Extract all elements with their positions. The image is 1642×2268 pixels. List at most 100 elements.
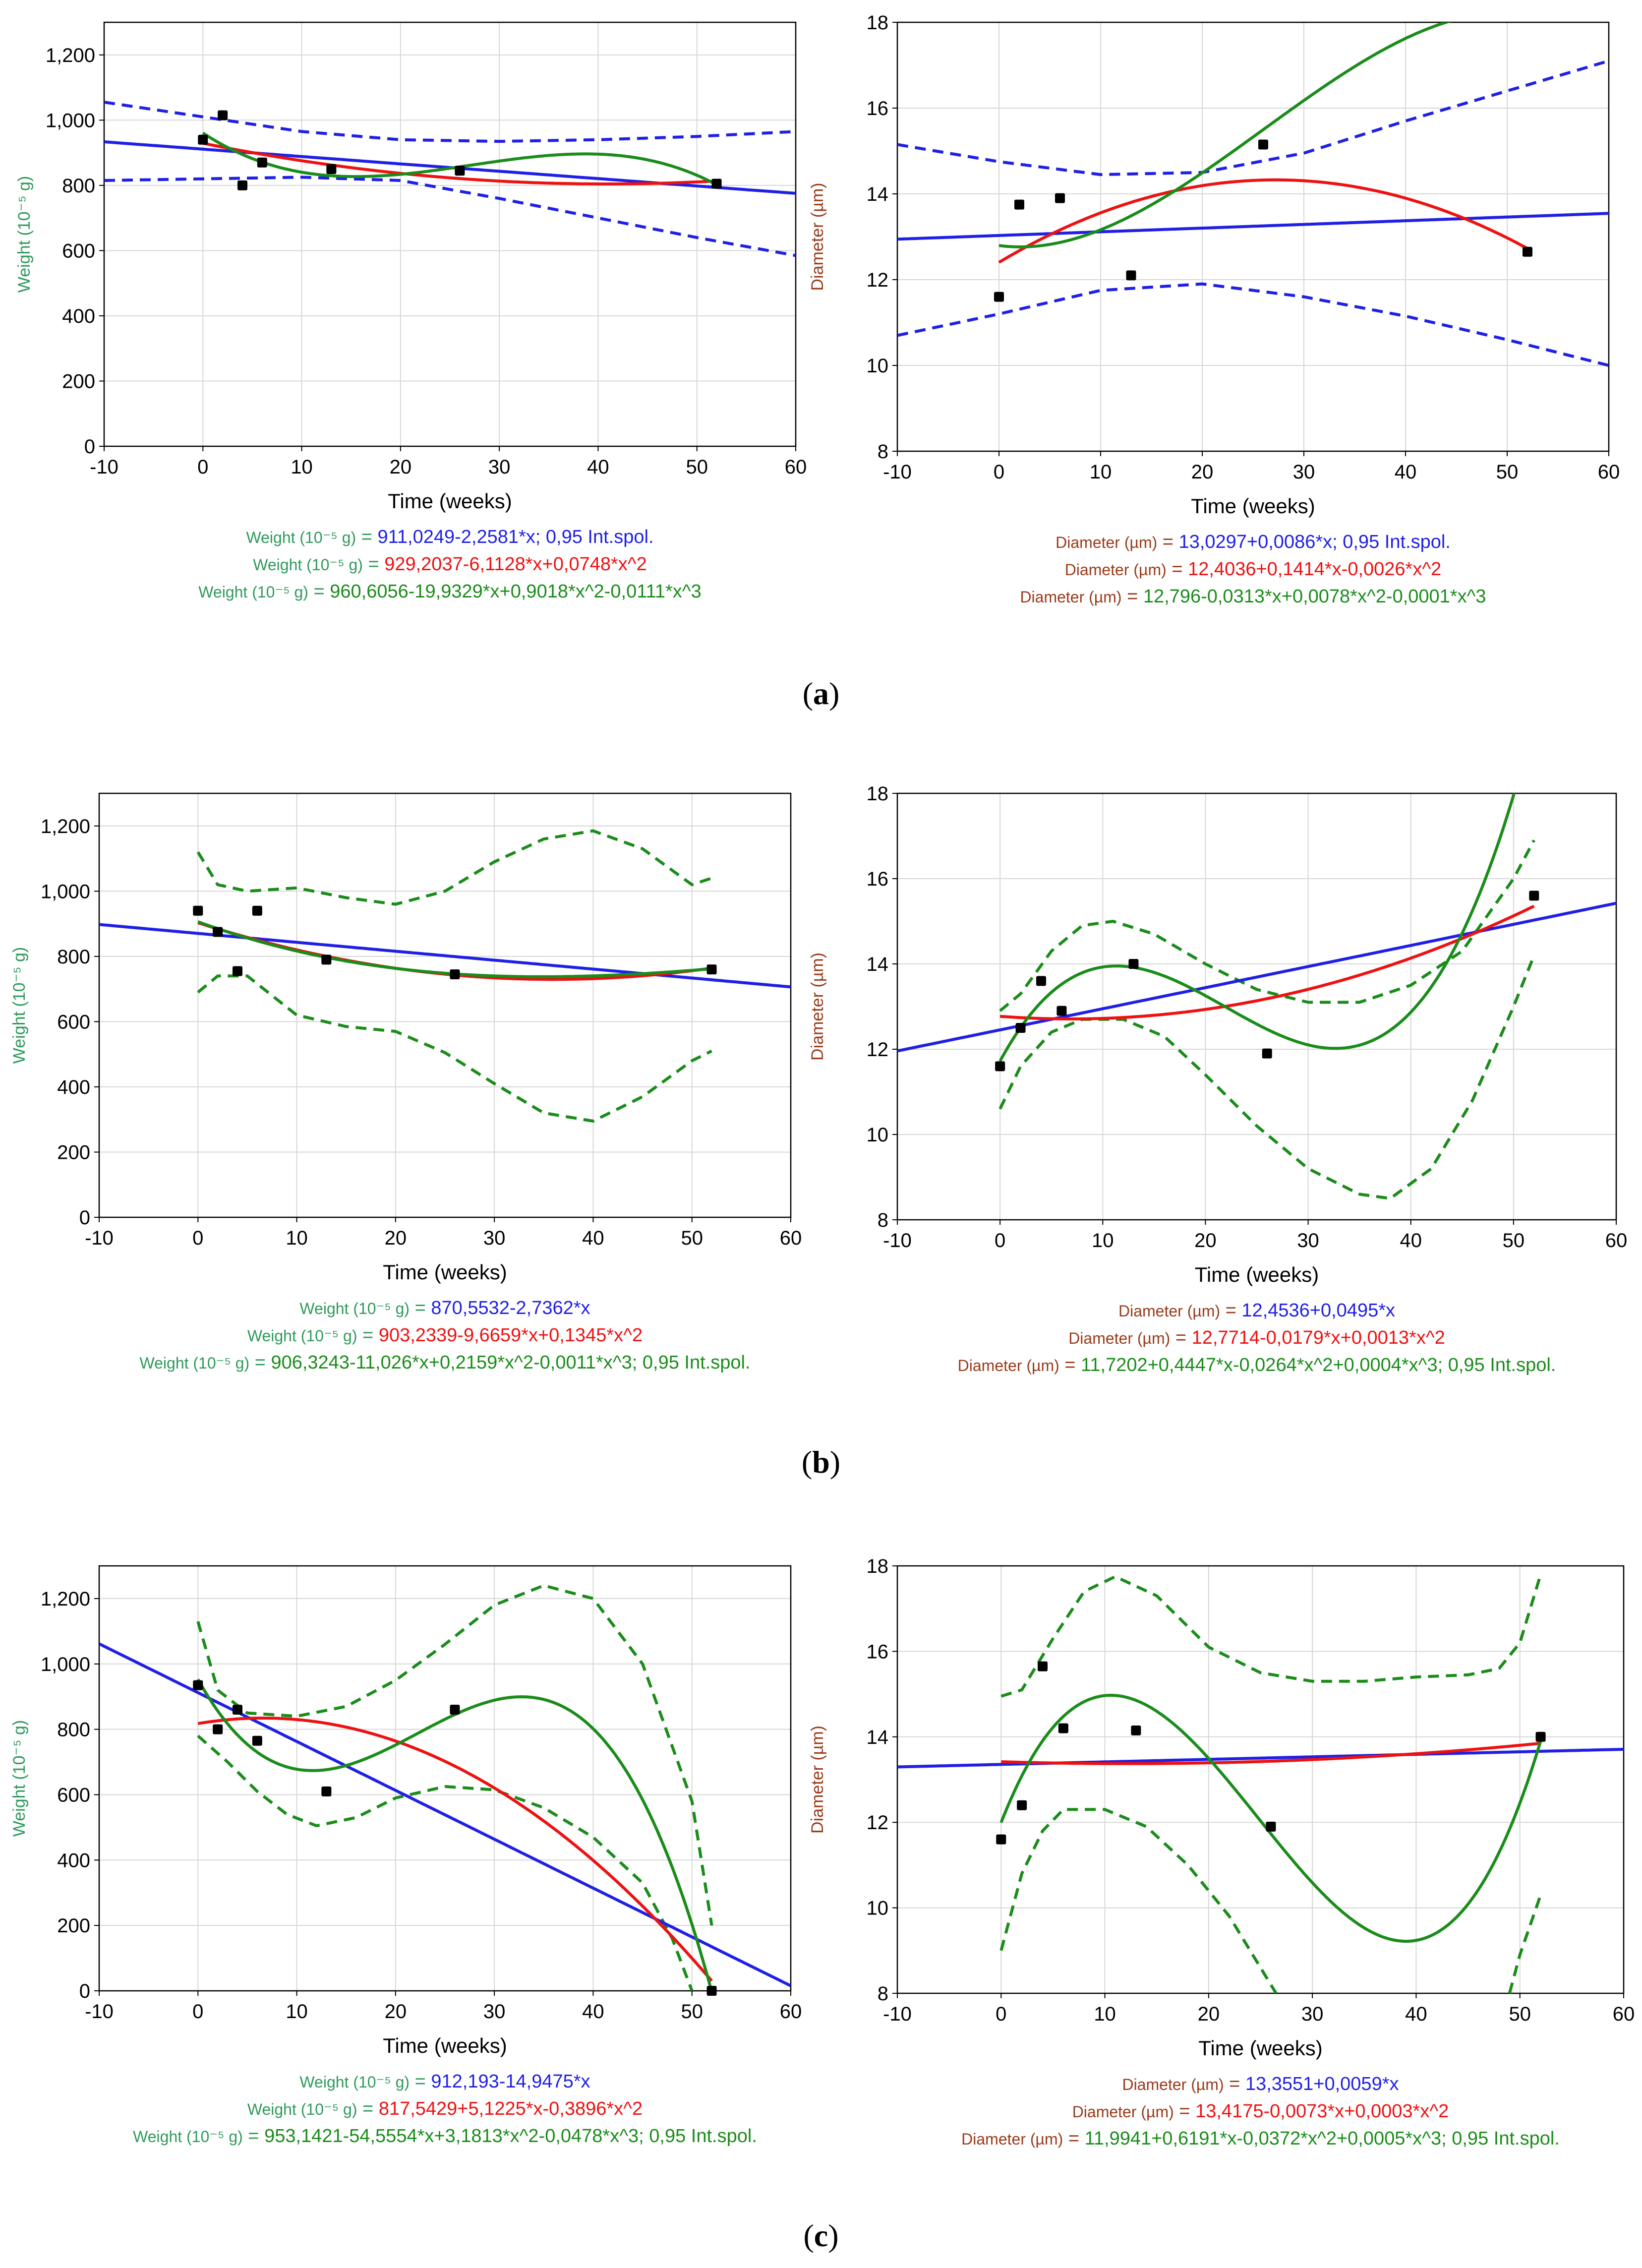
x-tick-label: 10 [291,456,313,478]
x-tick-label: 50 [681,1227,703,1249]
equation-label: Diameter (µm) [1122,2076,1224,2093]
equation-equals: = [1170,1327,1191,1348]
confidence-band-lower-tail [1508,1894,1542,1993]
x-tick-label: 30 [1293,461,1315,483]
y-tick-label: 10 [867,355,889,377]
x-tick-label: 30 [1301,2003,1324,2025]
equation-equals: = [1220,1300,1241,1321]
equation-equals: = [243,2126,264,2147]
equation-equals: = [1059,1355,1081,1375]
data-point [218,110,228,120]
equation-label: Weight (10⁻⁵ g) [133,2128,243,2146]
data-point [1262,1048,1272,1059]
data-point [1017,1800,1027,1810]
equation-label: Weight (10⁻⁵ g) [299,2073,410,2091]
equation-equals: = [308,581,330,602]
equation-formula: 12,796-0,0313*x+0,0078*x^2-0,0001*x^3 [1143,586,1486,607]
data-point [711,179,722,189]
equation-formula: 13,0297+0,0086*x; 0,95 Int.spol. [1179,532,1451,552]
x-tick-label: 60 [1598,461,1620,483]
y-tick-label: 800 [57,946,90,968]
x-tick-label: 0 [192,2001,203,2023]
y-tick-label: 1,000 [41,881,90,902]
x-tick-label: 20 [390,456,412,478]
confidence-band-upper [897,59,1609,177]
x-tick-label: 50 [1503,1230,1525,1252]
y-tick-label: 200 [57,1141,90,1163]
chart-c-diameter: -10 0 10 20 30 40 50 60 8 10 12 14 16 18 Time (weeks) D… [808,1555,1635,2149]
y-tick-label: 12 [867,1812,889,1834]
chart-a-diameter: -10 0 10 20 30 40 50 60 8 10 12 14 16 18 Time (weeks) D… [808,12,1620,607]
x-tick-label: -10 [85,2001,114,2023]
x-axis-label: Time (weeks) [1191,494,1315,518]
y-tick-label: 18 [867,783,889,805]
equation-2: Diameter (µm) = 12,7714-0,0179*x+0,0013*… [1068,1327,1445,1348]
y-tick-label: 10 [867,1898,889,1919]
equation-equals: = [410,2071,431,2092]
fit-curve-cubic [196,1678,713,1991]
data-point [233,966,242,976]
equation-1: Diameter (µm) = 13,3551+0,0059*x [1122,2074,1399,2094]
x-tick-label: 40 [587,456,609,478]
y-tick-label: 400 [62,305,95,327]
x-tick-label: 30 [1297,1230,1319,1252]
data-point [1128,959,1139,969]
x-tick-label: -10 [883,2003,912,2025]
x-tick-label: 20 [385,1227,407,1249]
x-tick-label: 60 [1605,1230,1628,1252]
y-tick-label: 800 [62,175,95,197]
confidence-band-lower [104,176,796,257]
x-tick-label: -10 [85,1227,114,1249]
equation-label: Weight (10⁻⁵ g) [253,556,363,574]
y-tick-label: 8 [878,441,888,463]
x-tick-label: -10 [883,461,912,483]
data-point [995,1061,1005,1072]
equation-equals: = [357,1325,379,1346]
equation-formula: 870,5532-2,7362*x [431,1298,590,1318]
x-axis-label: Time (weeks) [388,489,512,513]
y-tick-label: 0 [84,436,95,458]
equation-label: Diameter (µm) [958,1357,1059,1374]
equation-1: Weight (10⁻⁵ g) = 912,193-14,9475*x [299,2071,590,2092]
data-point [233,1705,242,1715]
equation-formula: 12,4536+0,0495*x [1241,1300,1395,1321]
equation-label: Diameter (µm) [961,2130,1063,2148]
equation-formula: 912,193-14,9475*x [431,2071,590,2092]
confidence-band-upper [999,839,1535,1012]
fit-curve-cubic [998,793,1516,1062]
equation-3: Weight (10⁻⁵ g) = 960,6056-19,9329*x+0,9… [198,581,701,602]
equation-equals: = [357,2098,379,2119]
fit-curve-quadratic [1001,1741,1541,1765]
y-tick-label: 1,000 [46,110,95,131]
plot-frame [896,792,1617,1221]
x-tick-label: 50 [686,456,708,478]
x-tick-label: -10 [90,456,118,478]
equation-label: Weight (10⁻⁵ g) [246,529,356,546]
y-tick-label: 8 [878,1209,888,1231]
data-point [996,1834,1006,1845]
equation-label: Diameter (µm) [1118,1302,1220,1320]
fit-curve-quadratic [202,141,717,185]
equation-formula: 929,2037-6,1128*x+0,0748*x^2 [384,554,647,575]
equation-formula: 911,0249-2,2581*x; 0,95 Int.spol. [377,527,653,547]
equation-formula: 903,2339-9,6659*x+0,1345*x^2 [379,1325,643,1346]
y-tick-label: 10 [867,1124,889,1146]
data-point [450,969,460,980]
equation-1: Weight (10⁻⁵ g) = 911,0249-2,2581*x; 0,9… [246,527,653,547]
confidence-band-upper [196,1584,713,1926]
y-axis-label: Weight (10⁻⁵ g) [10,947,29,1064]
panel-label-b: (b) [802,1444,840,1480]
y-tick-label: 600 [57,1011,90,1033]
equation-equals: = [410,1298,431,1318]
data-point [252,1735,262,1746]
y-tick-label: 12 [867,1039,889,1061]
equation-equals: = [1167,559,1188,580]
equation-label: Diameter (µm) [1068,1329,1170,1347]
x-tick-label: 50 [1509,2003,1531,2025]
equation-1: Diameter (µm) = 12,4536+0,0495*x [1118,1300,1395,1321]
equation-2: Weight (10⁻⁵ g) = 817,5429+5,1225*x-0,38… [247,2098,643,2119]
fit-curve-cubic [197,920,712,978]
y-tick-label: 14 [867,183,889,205]
confidence-band-lower [897,282,1609,367]
equation-formula: 12,7714-0,0179*x+0,0013*x^2 [1192,1327,1445,1348]
